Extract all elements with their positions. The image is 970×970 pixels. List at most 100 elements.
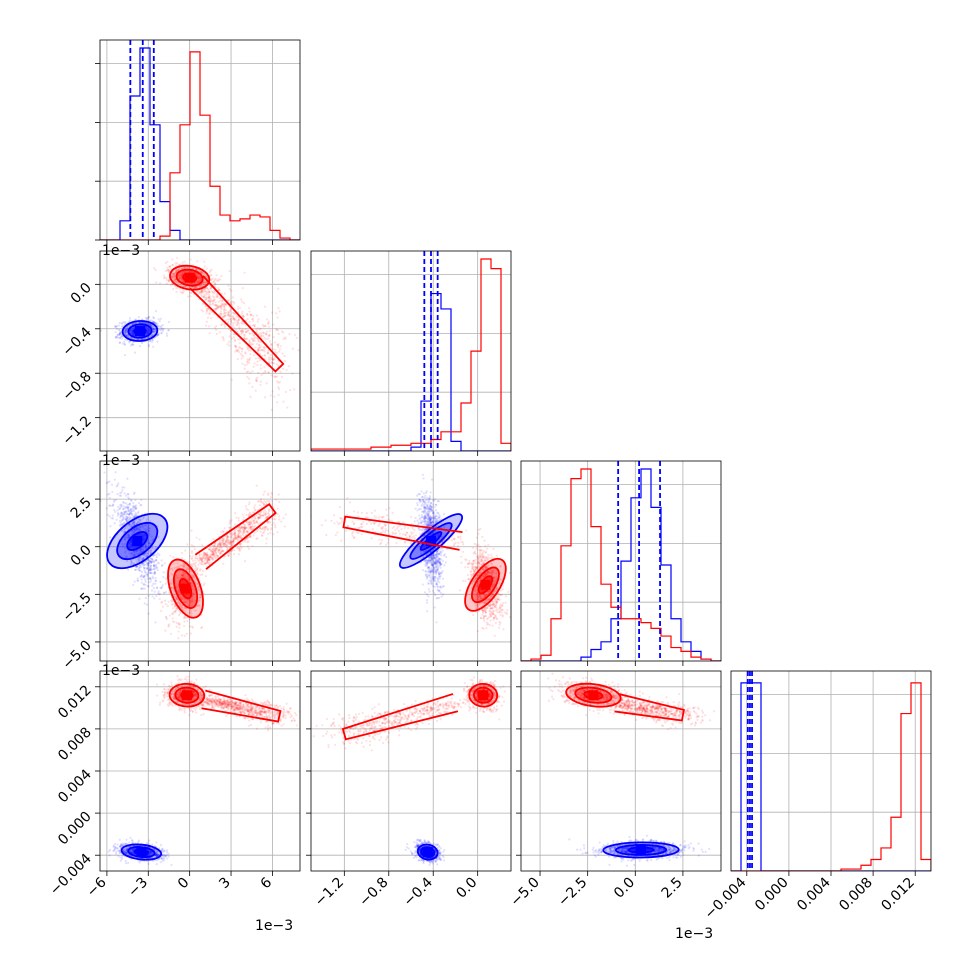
scatter-point	[232, 312, 235, 315]
scatter-point	[171, 283, 174, 286]
scatter-point	[147, 322, 150, 325]
scatter-point	[148, 577, 151, 580]
scatter-point	[144, 571, 147, 574]
scatter-point	[226, 343, 229, 346]
scatter-point	[142, 548, 145, 551]
scatter-point	[227, 554, 230, 558]
scatter-point	[259, 380, 262, 383]
scatter-point	[143, 587, 146, 590]
scatter-point	[126, 525, 130, 528]
scatter-point	[223, 315, 226, 318]
scatter-point	[270, 361, 274, 364]
scatter-point	[174, 262, 177, 265]
scatter-point	[188, 270, 191, 273]
scatter-point	[166, 266, 169, 269]
scatter-point	[119, 503, 122, 507]
scatter-point	[267, 356, 270, 359]
scatter-point	[216, 295, 219, 298]
scatter-point	[106, 481, 110, 484]
scatter-point	[127, 523, 131, 527]
scatter-point	[249, 349, 252, 352]
scatter-point	[251, 370, 254, 373]
scatter-point	[130, 510, 133, 513]
scatter-point	[266, 532, 270, 535]
scatter-point	[268, 521, 271, 524]
scatter-point	[228, 314, 231, 317]
scatter-point	[161, 329, 165, 332]
scatter-point	[270, 491, 273, 494]
scatter-point	[108, 504, 112, 507]
scatter-point	[181, 557, 184, 560]
scatter-point	[147, 558, 150, 562]
scatter-point	[263, 353, 266, 357]
scatter-point	[147, 612, 150, 615]
scatter-point	[157, 561, 160, 564]
scatter-point	[243, 364, 247, 367]
scatter-point	[152, 328, 155, 331]
scatter-point	[137, 518, 141, 521]
scatter-point	[169, 554, 172, 557]
scatter-point	[205, 297, 208, 300]
scatter-point	[125, 494, 128, 497]
scatter-point	[177, 637, 180, 640]
scatter-point	[201, 271, 204, 274]
scatter-point	[189, 291, 192, 295]
scatter-point	[295, 336, 298, 340]
scatter-point	[213, 283, 217, 286]
scatter-point	[146, 562, 149, 565]
scatter-point	[125, 520, 128, 523]
scatter-point	[152, 330, 155, 333]
scatter-point	[148, 566, 151, 569]
scatter-point	[261, 348, 264, 352]
scatter-point	[194, 285, 198, 289]
scatter-point	[138, 345, 142, 348]
scatter-point	[208, 302, 212, 305]
scatter-point	[199, 278, 203, 281]
scatter-point	[186, 295, 190, 298]
scatter-point	[115, 518, 118, 521]
scatter-point	[263, 324, 267, 328]
scatter-point	[147, 581, 150, 584]
scatter-point	[132, 550, 135, 553]
scatter-point	[278, 380, 281, 384]
scatter-point	[175, 269, 178, 272]
scatter-point	[143, 554, 147, 558]
scatter-point	[223, 308, 226, 311]
scatter-point	[200, 270, 203, 274]
scatter-point	[270, 374, 273, 377]
scatter-point	[227, 318, 230, 321]
scatter-point	[241, 330, 244, 334]
scatter-point	[131, 329, 134, 332]
scatter-point	[240, 321, 243, 324]
scatter-point	[123, 330, 126, 333]
scatter-point	[118, 494, 121, 497]
scatter-point	[213, 278, 216, 282]
scatter-point	[141, 525, 144, 528]
scatter-point	[124, 518, 127, 521]
scatter-point	[234, 317, 237, 320]
scatter-point	[123, 343, 126, 346]
scatter-point	[100, 329, 103, 332]
scatter-point	[228, 344, 231, 347]
scatter-point	[240, 347, 244, 350]
scatter-point	[277, 381, 280, 384]
scatter-point	[147, 552, 150, 555]
scatter-point	[198, 278, 201, 281]
scatter-point	[258, 346, 261, 350]
scatter-point	[241, 362, 244, 365]
scatter-point	[201, 295, 204, 298]
scatter-point	[223, 308, 226, 311]
scatter-point	[121, 545, 124, 548]
scatter-point	[227, 340, 231, 343]
scatter-point	[206, 316, 210, 319]
scatter-point	[205, 320, 208, 323]
scatter-point	[125, 334, 128, 337]
scatter-point	[239, 346, 242, 349]
scatter-point	[293, 333, 297, 336]
scatter-point	[123, 521, 126, 524]
scatter-point	[168, 614, 172, 617]
scatter-point	[172, 272, 175, 276]
scatter-point	[218, 297, 221, 300]
scatter-point	[233, 338, 236, 341]
scatter-point	[257, 522, 260, 525]
